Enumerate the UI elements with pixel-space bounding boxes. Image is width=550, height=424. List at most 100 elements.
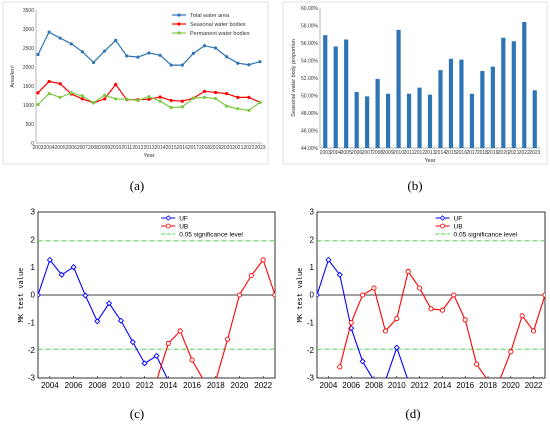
legend-marker-ub <box>165 223 171 229</box>
data-point-total <box>47 30 51 34</box>
bar <box>511 41 516 148</box>
bar <box>386 93 391 148</box>
legend-marker-total <box>177 13 181 17</box>
data-point-total <box>258 60 262 64</box>
data-point-total <box>247 63 251 67</box>
bar <box>417 87 422 148</box>
x-tick-label: 2018 <box>477 150 488 156</box>
x-tick-label: 2010 <box>112 381 130 390</box>
data-point-permanent <box>136 98 140 103</box>
y-tick-label: 2 <box>310 235 315 244</box>
data-point-total <box>36 52 40 57</box>
x-tick-label: 2018 <box>207 381 225 390</box>
bar <box>490 66 495 148</box>
bar <box>532 90 537 148</box>
data-point-total <box>169 63 173 67</box>
x-tick-label: 2020 <box>231 381 249 390</box>
x-tick-label: 2006 <box>65 381 83 390</box>
y-tick-label: 500 <box>26 122 35 128</box>
data-point-total <box>214 46 218 50</box>
data-point-permanent <box>202 95 207 99</box>
data-point-seasonal <box>114 82 118 87</box>
x-axis-title: Year <box>424 158 435 164</box>
y-tick-label: 2000 <box>23 65 34 71</box>
y-tick-label: 3500 <box>23 8 34 14</box>
y-tick-label: 1 <box>31 263 36 272</box>
panel-b: 44.00% 46.00% 48.00% 50.00% 52.00% 54.00% 56.0… <box>282 1 548 193</box>
y-tick-label: -2 <box>307 346 315 355</box>
x-tick-label: 2011 <box>121 145 132 151</box>
data-point-permanent <box>58 95 62 99</box>
y-tick-label: 1 <box>310 263 315 272</box>
x-tick-label: 2017 <box>188 145 199 151</box>
x-tick-label: 2007 <box>77 145 88 151</box>
data-point-total <box>125 54 129 58</box>
data-point-ub <box>542 292 545 298</box>
legend-marker-uf <box>165 215 172 221</box>
y-tick-label: 3000 <box>23 27 34 33</box>
x-tick-label: 2013 <box>143 145 154 151</box>
data-point-ub <box>225 336 231 342</box>
x-tick-label: 2014 <box>435 150 446 156</box>
y-tick-label: 0 <box>310 291 315 300</box>
y-tick-label: 46.00% <box>301 128 319 134</box>
bar <box>448 58 454 148</box>
data-point-uf <box>46 256 53 263</box>
bar <box>427 94 433 148</box>
bar <box>522 22 527 148</box>
y-tick-label: 3 <box>31 208 36 217</box>
data-point-seasonal <box>36 91 40 95</box>
data-point-ub <box>394 315 400 322</box>
x-tick-label: 2004 <box>44 145 55 151</box>
data-point-permanent <box>69 91 73 95</box>
x-tick-label: 2008 <box>365 381 383 390</box>
series-group <box>38 256 275 378</box>
x-tick-label: 2004 <box>41 381 59 390</box>
panel-d: -3 -2 -1 0 1 2 3 2004 2006 2008 2010 2012 2014 2016 20… <box>296 208 546 421</box>
data-point-ub <box>508 349 514 355</box>
data-point-uf <box>117 317 124 324</box>
data-point-total <box>80 50 84 54</box>
x-tick-label: 2022 <box>519 150 530 156</box>
bar <box>501 37 506 148</box>
panel-label-b: (b) <box>407 178 422 193</box>
data-point-permanent <box>125 97 129 101</box>
x-tick-label: 2006 <box>66 145 77 151</box>
data-point-ub <box>236 292 242 298</box>
x-tick-label: 2005 <box>55 145 66 151</box>
data-point-uf <box>82 292 89 299</box>
data-point-ub <box>337 364 343 370</box>
legend-label-uf: UF <box>179 215 188 222</box>
data-point-seasonal <box>80 97 84 101</box>
data-point-permanent <box>80 94 84 98</box>
x-tick-label: 2014 <box>434 381 452 390</box>
x-tick-label: 2021 <box>232 145 243 151</box>
x-tick-label: 2012 <box>136 381 154 390</box>
data-point-ub <box>272 292 275 298</box>
x-tick-label: 2013 <box>424 150 435 156</box>
data-point-permanent <box>247 108 251 112</box>
legend-label-seasonal: Seasonal water bodies <box>190 22 246 28</box>
data-point-ub <box>189 357 195 363</box>
data-point-permanent <box>258 100 262 104</box>
x-tick-label: 2022 <box>243 145 254 151</box>
data-point-uf <box>153 352 160 359</box>
data-point-permanent <box>169 106 173 110</box>
y-tick-label: -1 <box>28 318 36 327</box>
line-chart-water-area: 0 500 1000 1500 2000 2500 3000 3500 2003 2004 2005… <box>10 8 266 159</box>
x-tick-label: 2012 <box>411 381 429 390</box>
x-tick-label: 2019 <box>487 150 498 156</box>
bar <box>480 71 485 148</box>
data-point-permanent <box>91 101 96 105</box>
data-point-permanent <box>114 97 118 101</box>
panel-b-frame <box>282 1 548 165</box>
data-point-total <box>69 42 73 46</box>
data-point-uf <box>94 318 101 325</box>
x-tick-label: 2011 <box>404 150 415 156</box>
data-point-uf <box>141 360 148 367</box>
data-point-seasonal <box>158 95 162 99</box>
bar <box>459 59 464 148</box>
data-point-total <box>91 60 96 65</box>
bar <box>375 78 380 148</box>
